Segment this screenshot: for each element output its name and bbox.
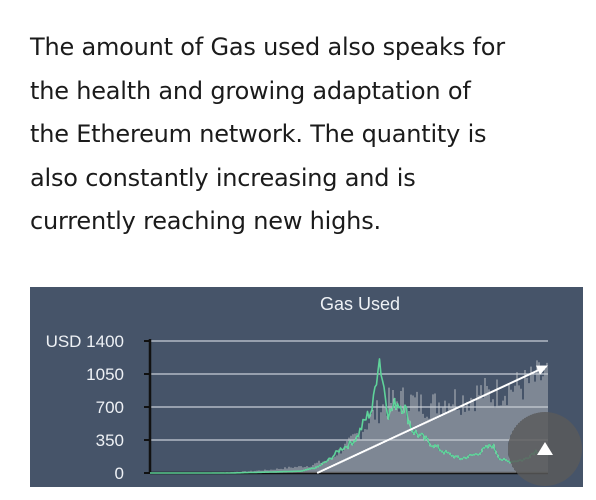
bar-series	[198, 360, 548, 473]
article-line: the Ethereum network. The quantity is	[30, 120, 487, 148]
y-tick-label: 700	[96, 398, 124, 417]
gas-used-chart: Gas Used USD 1400 1050 700 350 0	[30, 287, 583, 487]
article-paragraph: The amount of Gas used also speaks for t…	[30, 26, 575, 244]
y-tick-label: 0	[115, 464, 124, 483]
trend-arrow	[316, 365, 548, 474]
article-line: currently reaching new highs.	[30, 207, 381, 235]
trend-line	[316, 367, 543, 474]
trend-arrowhead	[535, 365, 548, 375]
y-tick-label: USD 1400	[46, 332, 124, 351]
y-tick-label: 1050	[86, 365, 124, 384]
line-series-path	[150, 358, 549, 474]
chart-canvas: Gas Used USD 1400 1050 700 350 0	[46, 294, 549, 483]
article-line: The amount of Gas used also speaks for	[30, 33, 505, 61]
article-line: the health and growing adaptation of	[30, 76, 471, 105]
article-line: also constantly increasing and is	[30, 163, 416, 192]
chart-title: Gas Used	[320, 294, 400, 314]
scroll-to-top-button[interactable]	[508, 412, 582, 486]
y-tick-label: 350	[96, 431, 124, 450]
up-arrow-icon	[537, 441, 553, 455]
line-series	[150, 358, 549, 474]
